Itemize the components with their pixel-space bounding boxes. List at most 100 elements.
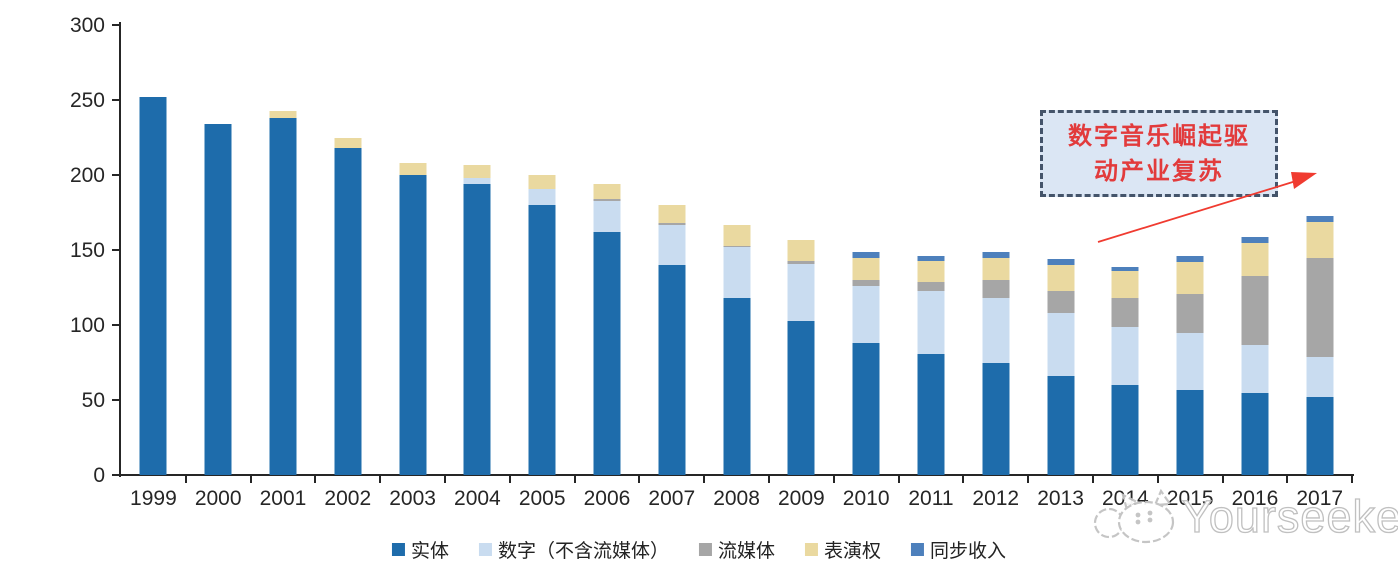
annotation-line-2: 动产业复苏 xyxy=(1094,157,1224,185)
bar-segment xyxy=(269,110,297,118)
bar-segment xyxy=(463,164,491,178)
bar-segment xyxy=(658,205,686,223)
bar-group-2001: 2001 xyxy=(251,25,317,510)
bar-segment xyxy=(593,232,621,475)
bar-segment xyxy=(1176,256,1204,262)
x-axis-label: 2001 xyxy=(259,487,307,510)
y-axis-label: 100 xyxy=(69,313,105,337)
stacked-bar-2013 xyxy=(1047,259,1075,475)
x-axis-label: 2010 xyxy=(842,487,890,510)
bar-group-2007: 2007 xyxy=(639,25,705,510)
bar-segment xyxy=(1111,266,1139,271)
bar-group-2006: 2006 xyxy=(575,25,641,510)
legend-swatch xyxy=(391,543,405,556)
x-axis-label: 2006 xyxy=(583,487,631,510)
bar-segment xyxy=(982,251,1010,258)
bar-segment xyxy=(982,298,1010,363)
x-axis-label: 2011 xyxy=(908,487,954,510)
x-axis-label: 2013 xyxy=(1037,487,1084,510)
bar-segment xyxy=(658,223,686,225)
bar-segment xyxy=(204,124,232,475)
bar-segment xyxy=(1306,397,1334,475)
x-axis-label: 2016 xyxy=(1231,487,1279,510)
bar-segment xyxy=(1176,389,1204,475)
bar-group-2016: 2016 xyxy=(1223,25,1289,510)
legend-item: 表演权 xyxy=(805,536,881,563)
bar-segment xyxy=(917,256,945,261)
stacked-bar-2012 xyxy=(982,251,1010,475)
bar-segment xyxy=(1111,271,1139,298)
x-axis-label: 2003 xyxy=(389,487,436,510)
bar-segment xyxy=(1047,265,1075,291)
bar-group-2012: 2012 xyxy=(963,25,1029,510)
x-axis-label: 2000 xyxy=(194,487,242,510)
y-tick xyxy=(112,324,119,326)
y-axis-label: 150 xyxy=(69,238,105,262)
stacked-bar-2003 xyxy=(399,163,427,475)
annotation-line-1: 数字音乐崛起驱 xyxy=(1068,122,1250,150)
bar-segment xyxy=(982,362,1010,475)
bar-segment xyxy=(852,251,880,258)
x-axis-label: 2008 xyxy=(713,487,760,510)
bar-segment xyxy=(1111,326,1139,385)
bar-segment xyxy=(917,290,945,354)
plot-area: 1999 2000 2001 2002 2003 2004 2005 2006 2007 2008… xyxy=(121,25,1353,510)
bar-segment xyxy=(1176,262,1204,294)
stacked-bar-2017 xyxy=(1306,215,1334,475)
bar-segment xyxy=(1241,242,1269,276)
annotation-callout: 数字音乐崛起驱 动产业复苏 xyxy=(1040,110,1278,197)
bar-segment xyxy=(1176,293,1204,333)
bar-segment xyxy=(1241,275,1269,345)
y-tick xyxy=(112,399,119,401)
bar-segment xyxy=(399,175,427,475)
bar-segment xyxy=(1111,298,1139,327)
y-axis-label: 200 xyxy=(69,163,105,187)
bar-group-2005: 2005 xyxy=(510,25,576,510)
bar-group-2014: 2014 xyxy=(1093,25,1159,510)
bar-segment xyxy=(1306,257,1334,357)
bar-segment xyxy=(852,257,880,280)
bar-segment xyxy=(1047,313,1075,376)
watermark: Yourseeker xyxy=(1088,488,1398,546)
bar-group-2003: 2003 xyxy=(380,25,446,510)
bar-segment xyxy=(334,148,362,475)
legend-label: 数字（不含流媒体） xyxy=(497,541,669,562)
legend-swatch xyxy=(698,543,712,556)
bar-group-1999: 1999 xyxy=(121,25,187,510)
x-axis-label: 2004 xyxy=(454,487,501,510)
stacked-bar-2008 xyxy=(723,224,751,475)
bar-segment xyxy=(852,280,880,286)
x-axis-label: 2015 xyxy=(1166,487,1214,510)
bar-segment xyxy=(1111,385,1139,475)
x-axis-label: 2002 xyxy=(324,487,372,510)
bar-segment xyxy=(723,298,751,475)
stacked-bar-1999 xyxy=(139,97,167,475)
y-tick xyxy=(112,99,119,101)
y-axis-label: 300 xyxy=(69,13,105,37)
x-axis-label: 2012 xyxy=(972,487,1020,510)
bar-segment xyxy=(334,137,362,148)
bar-group-2017: 2017 xyxy=(1287,25,1353,510)
bar-group-2013: 2013 xyxy=(1028,25,1094,510)
bar-segment xyxy=(269,118,297,475)
x-axis-line xyxy=(114,474,1354,476)
bar-segment xyxy=(463,184,491,475)
bar-segment xyxy=(1176,332,1204,390)
x-axis-label: 2017 xyxy=(1296,487,1344,510)
legend-label: 流媒体 xyxy=(717,541,776,562)
stacked-bar-2006 xyxy=(593,184,621,475)
x-axis-label: 2005 xyxy=(518,487,566,510)
bar-segment xyxy=(917,260,945,282)
x-axis-label: 1999 xyxy=(130,487,177,510)
stacked-bar-2004 xyxy=(463,164,491,475)
stacked-bar-2011 xyxy=(917,256,945,475)
bar-segment xyxy=(1306,356,1334,397)
bar-segment xyxy=(787,239,815,261)
bar-segment xyxy=(399,163,427,175)
bar-segment xyxy=(593,184,621,199)
stacked-bar-2015 xyxy=(1176,256,1204,475)
bar-segment xyxy=(593,199,621,201)
stacked-bar-2010 xyxy=(852,251,880,475)
y-tick xyxy=(112,474,119,476)
x-axis-label: 2009 xyxy=(778,487,825,510)
